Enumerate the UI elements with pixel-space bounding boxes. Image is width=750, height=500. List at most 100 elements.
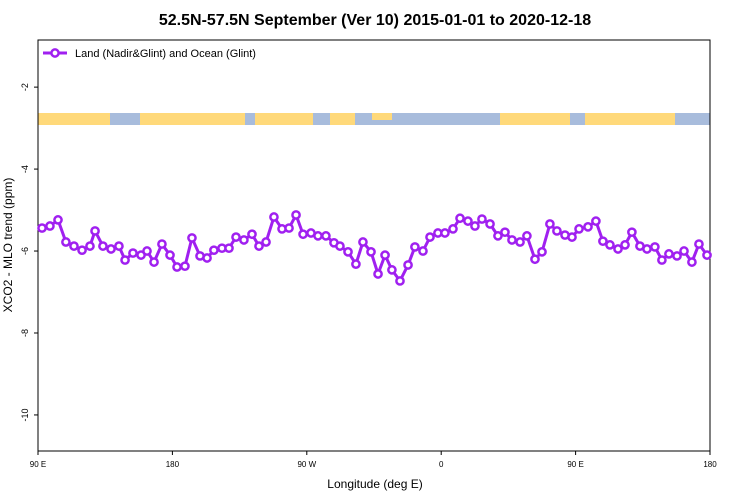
data-point	[552, 226, 562, 236]
data-point	[463, 216, 473, 226]
data-point	[149, 257, 159, 267]
x-tick-label: 180	[703, 460, 717, 469]
chart-title: 52.5N-57.5N September (Ver 10) 2015-01-0…	[159, 12, 591, 29]
x-tick-label: 90 W	[297, 460, 316, 469]
data-point	[165, 250, 175, 260]
data-point	[321, 231, 331, 241]
data-point	[239, 235, 249, 245]
data-point	[702, 250, 712, 260]
data-point	[114, 241, 124, 251]
data-point	[45, 221, 55, 231]
y-tick-label: -6	[20, 247, 30, 255]
data-point	[672, 251, 682, 261]
data-point	[440, 228, 450, 238]
data-point	[247, 229, 257, 240]
data-point	[254, 241, 264, 251]
data-point	[530, 254, 540, 265]
data-point	[335, 241, 345, 251]
data-point	[567, 232, 577, 242]
data-point	[410, 242, 420, 252]
data-point	[694, 239, 704, 249]
data-point	[180, 261, 190, 272]
legend-label: Land (Nadir&Glint) and Ocean (Glint)	[75, 48, 256, 60]
map-strip	[38, 113, 710, 125]
data-point	[627, 227, 637, 238]
data-point	[591, 216, 601, 226]
data-point	[313, 231, 323, 241]
y-tick-label: -4	[20, 165, 30, 173]
data-point	[98, 241, 108, 251]
x-tick-label: 180	[166, 460, 180, 469]
x-tick-label: 0	[439, 460, 444, 469]
data-point	[500, 227, 510, 238]
data-point	[650, 242, 660, 252]
data-point	[679, 246, 689, 256]
data-point	[85, 241, 95, 251]
y-tick-label: -8	[20, 329, 30, 337]
data-point	[613, 244, 623, 254]
data-point	[90, 226, 100, 236]
data-point	[395, 276, 405, 286]
data-point	[69, 241, 79, 251]
data-point	[269, 212, 279, 222]
data-point	[574, 224, 584, 234]
y-tick-label: -10	[20, 408, 30, 421]
data-point	[291, 210, 301, 220]
x-axis-label: Longitude (deg E)	[327, 477, 422, 491]
x-tick-label: 90 E	[567, 460, 583, 469]
y-axis-label: XCO2 - MLO trend (ppm)	[1, 178, 15, 313]
data-point	[605, 240, 615, 250]
data-point	[687, 257, 697, 267]
plot-frame	[37, 39, 711, 452]
data-point	[120, 255, 130, 265]
data-point	[403, 260, 413, 270]
data-point	[172, 262, 182, 272]
data-point	[485, 219, 495, 229]
x-tick-label: 90 E	[30, 460, 46, 469]
data-point	[657, 255, 667, 265]
data-point	[284, 223, 294, 233]
data-point	[507, 235, 517, 245]
data-point	[425, 232, 435, 242]
data-point	[664, 249, 674, 259]
data-point	[598, 236, 608, 247]
data-point	[373, 269, 383, 279]
data-point	[455, 213, 465, 224]
data-point	[106, 244, 116, 254]
data-point	[37, 223, 47, 233]
data-point	[477, 214, 487, 224]
data-point	[620, 240, 630, 250]
data-point	[209, 245, 219, 256]
data-point	[343, 247, 353, 257]
data-point	[522, 231, 532, 241]
data-point	[583, 222, 593, 232]
data-point	[387, 265, 397, 275]
legend-marker	[50, 48, 60, 58]
data-point	[77, 245, 87, 256]
data-point	[61, 237, 71, 247]
data-point	[642, 244, 652, 254]
data-point	[380, 250, 390, 260]
data-point	[261, 237, 271, 247]
data-point	[537, 247, 547, 257]
data-point	[142, 246, 152, 256]
data-point	[128, 248, 138, 258]
data-point	[202, 253, 212, 263]
data-point	[418, 246, 428, 256]
data-point	[448, 224, 458, 234]
data-point	[157, 239, 167, 249]
data-point	[545, 219, 555, 229]
data-point	[53, 215, 63, 225]
data-point	[298, 229, 308, 240]
data-point	[366, 247, 376, 257]
data-point	[231, 232, 241, 242]
data-point	[493, 231, 503, 241]
data-point	[351, 259, 361, 269]
data-point	[358, 237, 368, 247]
data-point	[224, 243, 234, 254]
data-point	[187, 233, 197, 243]
data-point	[515, 237, 525, 247]
data-point	[470, 221, 480, 231]
y-tick-label: -2	[20, 83, 30, 91]
